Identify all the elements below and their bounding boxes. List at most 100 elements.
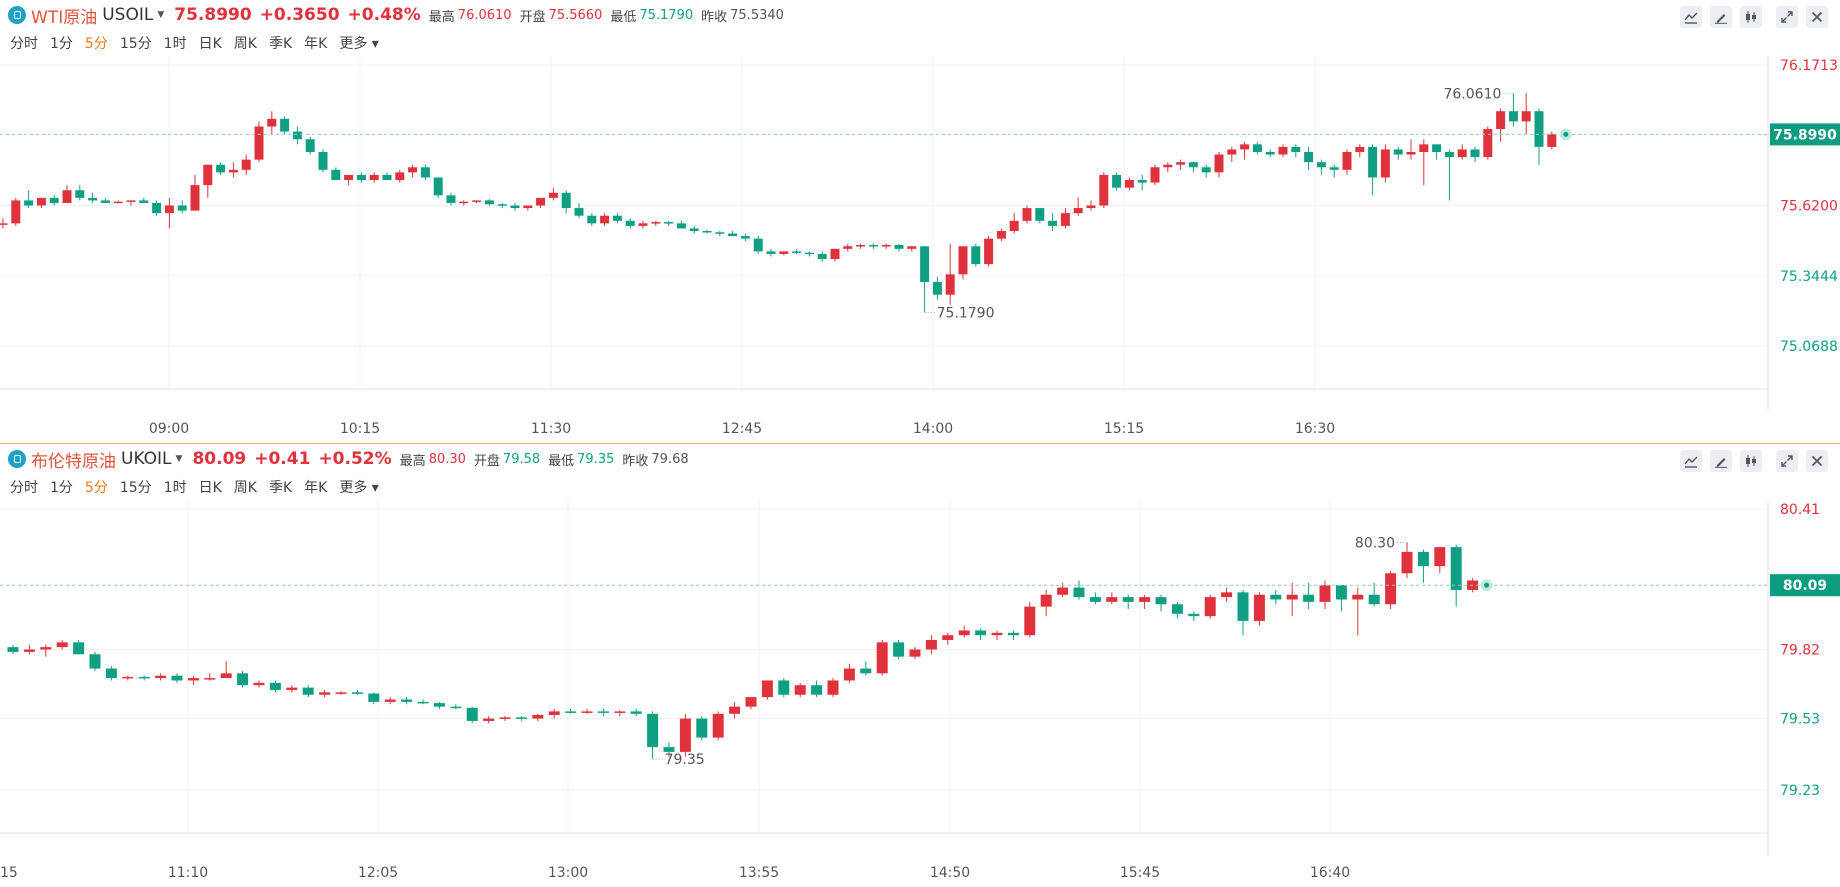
candle-body: [971, 246, 981, 265]
candle-body: [1508, 111, 1518, 122]
candle-body: [177, 205, 187, 211]
candle-body: [1073, 208, 1083, 214]
candle-body: [267, 118, 277, 127]
candle-body: [1496, 111, 1506, 130]
indicator-button[interactable]: [1680, 6, 1702, 28]
period-tab[interactable]: 季K: [268, 36, 293, 52]
high-value: 76.0610: [457, 7, 512, 23]
candle-body: [382, 174, 392, 181]
x-tick-label: 13:00: [548, 865, 588, 881]
close-button[interactable]: [1806, 6, 1828, 28]
candle-body: [1171, 604, 1183, 614]
candle-body: [1155, 597, 1167, 605]
x-tick-label: 14:50: [930, 865, 970, 881]
candlestick-chart[interactable]: 76.1713 75.8990 75.6200 75.3444 75.0688 09:00…: [0, 56, 1840, 443]
candle-body: [190, 185, 200, 211]
period-tab[interactable]: 5分: [84, 36, 108, 52]
period-tab[interactable]: 1时: [163, 480, 187, 496]
period-tab[interactable]: 更多 ▾: [339, 480, 379, 496]
candle-body: [1470, 149, 1480, 158]
period-tab[interactable]: 15分: [119, 36, 152, 52]
indicator-button[interactable]: [1680, 450, 1702, 472]
period-tab[interactable]: 5分: [84, 480, 108, 496]
period-tab[interactable]: 季K: [268, 480, 293, 496]
candle-body: [164, 205, 174, 214]
chart-type-button[interactable]: [1740, 6, 1762, 28]
candle-body: [1270, 594, 1282, 600]
x-tick-label: 15:45: [1120, 865, 1160, 881]
period-tab[interactable]: 分时: [10, 36, 38, 52]
chevron-down-icon[interactable]: ▼: [157, 10, 165, 20]
candle-body: [1393, 149, 1403, 155]
candle-body: [484, 200, 494, 205]
candle-body: [975, 630, 987, 636]
period-tab[interactable]: 年K: [304, 36, 328, 52]
candle-body: [1227, 149, 1237, 155]
candle-body: [433, 703, 445, 707]
period-tab[interactable]: 1分: [50, 480, 73, 496]
high-value: 80.30: [428, 451, 466, 467]
expand-button[interactable]: [1776, 6, 1798, 28]
period-tab[interactable]: 分时: [10, 480, 38, 496]
candle-body: [843, 668, 855, 681]
y-tick-label: 75.6200: [1780, 199, 1838, 215]
expand-button[interactable]: [1776, 450, 1798, 472]
chevron-down-icon[interactable]: ▼: [175, 454, 183, 464]
y-tick-label: 79.82: [1780, 643, 1820, 659]
open-value: 75.5660: [548, 7, 603, 23]
candle-body: [729, 706, 741, 714]
candle-body: [1112, 174, 1122, 188]
period-tab[interactable]: 1分: [50, 36, 73, 52]
open-value: 79.58: [502, 451, 541, 467]
low-value: 75.1790: [639, 7, 694, 23]
period-tabs: 分时 1分 5分 15分 1时 日K 周K 季K 年K 更多 ▾: [10, 33, 391, 53]
candle-body: [241, 159, 251, 170]
candlestick-chart[interactable]: 80.41 80.09 79.82 79.53 79.23 15 11:10 12:05 13:…: [0, 500, 1840, 887]
candle-body: [1237, 592, 1249, 621]
high-annotation: 76.0610: [1443, 86, 1501, 102]
candle-body: [856, 245, 866, 247]
y-tick-label: 75.0688: [1780, 339, 1838, 355]
expand-icon: [1781, 455, 1793, 467]
x-tick-label: 10:15: [340, 421, 380, 437]
period-tab[interactable]: 周K: [233, 480, 257, 496]
period-tab[interactable]: 日K: [198, 36, 222, 52]
chart-type-button[interactable]: [1740, 450, 1762, 472]
candle-body: [664, 222, 674, 224]
usoil-panel: WTI原油 USOIL ▼ 75.8990 +0.3650 +0.48% 最高 …: [0, 0, 1840, 443]
draw-button[interactable]: [1710, 450, 1732, 472]
period-tab[interactable]: 日K: [198, 480, 222, 496]
period-tab[interactable]: 1时: [163, 36, 187, 52]
symbol-code[interactable]: UKOIL: [121, 449, 172, 469]
candle-body: [689, 228, 699, 232]
indicator-icon: [1684, 456, 1698, 468]
period-tab[interactable]: 更多 ▾: [339, 36, 379, 52]
candle-body: [712, 713, 724, 738]
candle-body: [171, 675, 183, 681]
draw-button[interactable]: [1710, 6, 1732, 28]
candle-body: [1188, 613, 1200, 617]
candle-body: [1483, 129, 1493, 158]
candle-body: [1291, 146, 1301, 152]
symbol-name[interactable]: WTI原油: [31, 7, 98, 28]
candle-body: [40, 647, 52, 650]
candle-body: [932, 281, 942, 295]
candle-body: [958, 246, 968, 275]
candle-body: [139, 200, 149, 203]
lock-icon: [8, 6, 26, 24]
symbol-name[interactable]: 布伦特原油: [31, 451, 116, 472]
candle-body: [817, 253, 827, 260]
x-tick-label: 12:45: [722, 421, 762, 437]
candle-body: [1521, 111, 1531, 122]
candle-body: [401, 699, 413, 702]
candle-body: [450, 706, 462, 709]
candle-body: [318, 151, 328, 170]
period-tab[interactable]: 年K: [304, 480, 328, 496]
period-tab[interactable]: 周K: [233, 36, 257, 52]
last-price-dot: [1563, 131, 1569, 137]
period-tab[interactable]: 15分: [119, 480, 152, 496]
symbol-code[interactable]: USOIL: [102, 5, 154, 25]
candle-body: [881, 245, 891, 247]
close-button[interactable]: [1806, 450, 1828, 472]
candle-body: [676, 223, 686, 229]
